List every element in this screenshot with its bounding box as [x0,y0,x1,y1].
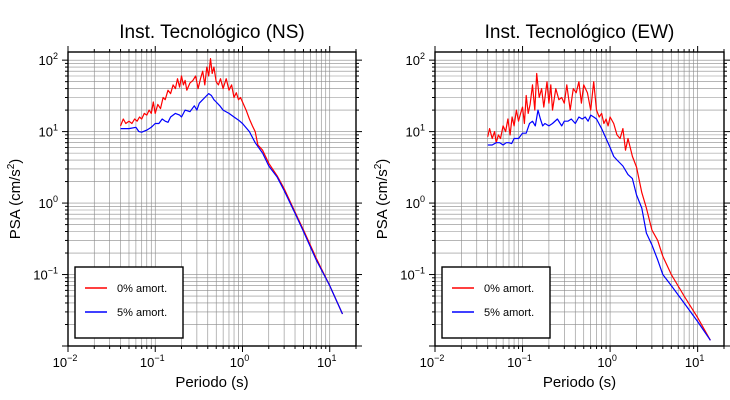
x-tick-label: 101 [685,353,704,370]
y-tick-label: 101 [39,123,58,140]
x-axis-label: Periodo (s) [543,374,616,391]
legend-label: 0% amort. [484,283,534,295]
x-tick-label: 100 [230,353,249,370]
x-axis-label: Periodo (s) [175,374,248,391]
x-tick-label: 10−1 [140,353,165,370]
ticks [429,46,730,352]
x-tick-label: 10−1 [507,353,532,370]
x-tick-label: 100 [597,353,616,370]
y-tick-label: 100 [406,194,425,211]
y-axis-label: PSA (cm/s2) [6,159,24,240]
plot-frame [67,51,357,347]
x-tick-label: 10−2 [53,353,78,370]
chart-panel-1: 10−2 10−1 100 101 10−1 100 101 102 Inst. Tecnoló… [6,22,362,391]
grid [67,52,357,347]
chart-panel-2: 10−2 10−1 100 101 10−1 100 101 102 Inst. Tecnoló… [373,22,730,391]
y-tick-label: 10−1 [400,266,425,283]
x-tick-label: 10−2 [420,353,445,370]
legend: 0% amort. 5% amort. [74,266,184,339]
y-tick-label: 101 [406,123,425,140]
legend-label: 5% amort. [117,307,167,319]
legend-box [441,266,551,339]
series-line-5pct [487,109,711,341]
y-axis-label: PSA (cm/s2) [373,159,391,240]
legend: 0% amort. 5% amort. [441,266,551,339]
series-line-5pct [120,92,344,315]
y-tick-label: 100 [39,194,58,211]
ticks [62,46,362,352]
plot-frame [434,51,725,347]
x-tick-label: 101 [317,353,336,370]
legend-label: 5% amort. [484,307,534,319]
y-tick-label: 102 [406,51,425,68]
chart-title: Inst. Tecnológico (EW) [485,22,675,43]
series-line-0pct [119,57,344,315]
y-tick-label: 102 [39,51,58,68]
y-tick-label: 10−1 [33,266,58,283]
legend-box [74,266,184,339]
legend-label: 0% amort. [117,283,167,295]
chart-title: Inst. Tecnológico (NS) [119,22,305,43]
series-line-0pct [487,72,711,341]
